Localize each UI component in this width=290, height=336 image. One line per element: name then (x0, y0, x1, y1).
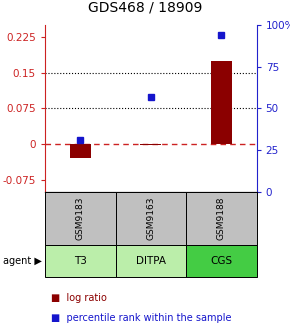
Text: GSM9188: GSM9188 (217, 197, 226, 240)
Text: ■  percentile rank within the sample: ■ percentile rank within the sample (51, 313, 231, 323)
Text: agent ▶: agent ▶ (3, 256, 42, 266)
Text: ■  log ratio: ■ log ratio (51, 293, 107, 303)
Bar (211, 61, 232, 144)
Text: T3: T3 (74, 256, 87, 266)
Text: DITPA: DITPA (136, 256, 166, 266)
Bar (70, 144, 91, 158)
Bar (140, 144, 162, 145)
Text: GSM9183: GSM9183 (76, 197, 85, 240)
Text: GDS468 / 18909: GDS468 / 18909 (88, 1, 202, 14)
Text: CGS: CGS (210, 256, 232, 266)
Text: GSM9163: GSM9163 (146, 197, 155, 240)
